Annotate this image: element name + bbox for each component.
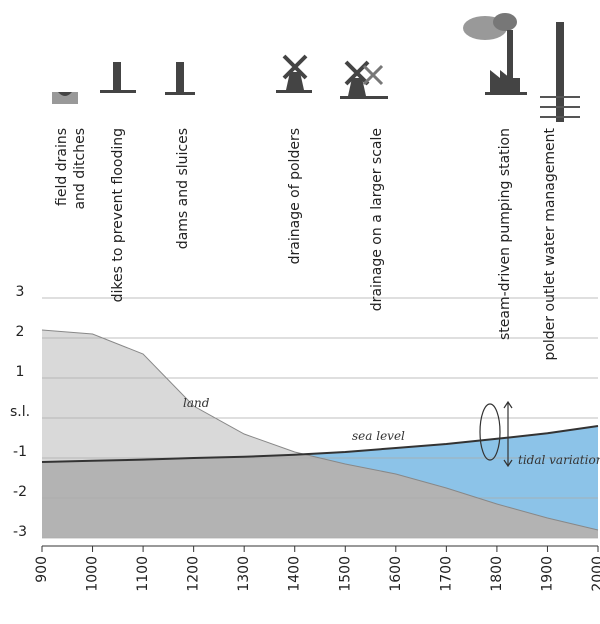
y-tick-label: 3: [16, 284, 25, 300]
y-tick-label: s.l.: [10, 404, 30, 420]
stage-label: field drains: [54, 128, 70, 206]
stage-label: dams and sluices: [175, 128, 191, 249]
x-tick-label: 1300: [236, 556, 252, 592]
stage-label: dikes to prevent flooding: [110, 128, 126, 302]
x-tick-label: 1700: [438, 556, 454, 592]
x-tick-label: 2000: [590, 556, 600, 592]
stage-label: drainage of polders: [287, 128, 303, 264]
annotation: tidal variation: [518, 453, 600, 467]
x-tick-label: 900: [34, 556, 50, 583]
x-tick-label: 1600: [388, 556, 404, 592]
y-tick-label: 1: [16, 364, 25, 380]
y-tick-label: -2: [13, 484, 27, 500]
x-tick-label: 1200: [186, 556, 202, 592]
y-tick-label: -3: [13, 524, 27, 540]
annotation: sea level: [352, 429, 405, 443]
icons: [52, 13, 580, 122]
y-tick-label: 2: [16, 324, 25, 340]
x-tick-label: 1500: [337, 556, 353, 592]
x-tick-label: 1900: [539, 556, 555, 592]
x-tick-label: 1800: [489, 556, 505, 592]
stage-label: polder outlet water management: [542, 127, 558, 360]
stage-label: drainage on a larger scale: [369, 128, 385, 311]
stage-label: and ditches: [72, 128, 88, 210]
x-tick-label: 1400: [287, 556, 303, 592]
x-tick-label: 1100: [135, 556, 151, 592]
annotation: land: [183, 396, 210, 410]
stage-label: steam-driven pumping station: [497, 128, 513, 340]
x-tick-label: 1000: [85, 556, 101, 592]
y-tick-label: -1: [13, 444, 27, 460]
chart: 3 2 1 s.l. -1 -2 -3 900 1000 1100 1200 1300 1400 1500…: [0, 0, 600, 624]
